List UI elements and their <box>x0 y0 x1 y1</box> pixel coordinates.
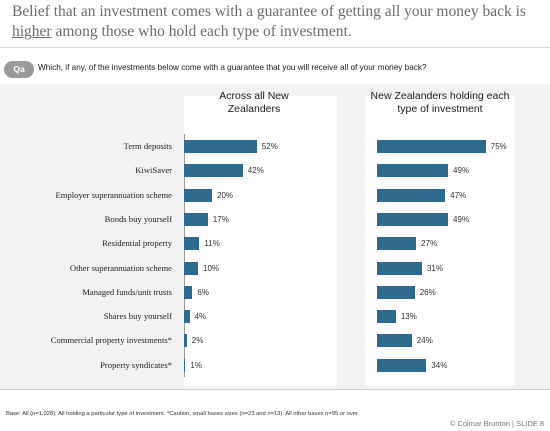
bar-series-2 <box>377 237 417 251</box>
base-note: Base: All (n=1,028); All holding a parti… <box>6 411 360 417</box>
value-label-series-2: 24% <box>416 336 433 346</box>
value-label-series-1: 10% <box>203 263 220 273</box>
bar-series-1 <box>184 310 190 324</box>
category-label: Bonds buy yourself <box>104 213 172 224</box>
bar-series-1 <box>184 334 187 348</box>
value-label-series-1: 11% <box>204 239 220 249</box>
value-label-series-1: 1% <box>190 360 202 370</box>
series-1-header: Across all New Zealanders <box>219 90 289 115</box>
value-label-series-2: 49% <box>453 166 470 176</box>
value-label-series-1: 2% <box>191 336 204 346</box>
category-label: Shares buy yourself <box>103 311 172 322</box>
value-label-series-1: 42% <box>247 166 264 176</box>
bar-series-2 <box>377 334 412 348</box>
slide-title: Belief that an investment comes with a g… <box>12 2 542 42</box>
footer-divider <box>0 389 550 390</box>
value-label-series-1: 52% <box>261 142 278 151</box>
bar-series-1 <box>184 358 186 372</box>
category-label: Term deposits <box>123 141 172 151</box>
category-label: Other superannuation scheme <box>69 262 172 273</box>
value-label-series-2: 26% <box>419 287 436 297</box>
bar-series-1 <box>184 261 198 275</box>
bar-series-2 <box>377 261 422 275</box>
bar-series-2 <box>377 164 449 178</box>
value-label-series-1: 4% <box>194 312 207 322</box>
value-label-series-1: 17% <box>212 214 229 224</box>
bar-series-2 <box>377 285 415 299</box>
question-text: Which, if any, of the investments below … <box>38 63 427 72</box>
series-2-header: New Zealanders holding each type of inve… <box>370 90 510 115</box>
bar-series-2 <box>377 140 486 153</box>
bar-series-2 <box>377 310 396 324</box>
value-label-series-1: 6% <box>197 287 209 297</box>
value-label-series-2: 49% <box>453 214 470 224</box>
value-label-series-2: 13% <box>400 312 417 322</box>
title-underlined-word: higher <box>12 23 52 40</box>
category-label: Commercial property investments* <box>50 335 172 346</box>
slide-brand: © Colmar Brunton | SLIDE 8 <box>449 419 544 428</box>
bar-series-1 <box>184 285 193 299</box>
category-label: Employer superannuation scheme <box>55 189 172 200</box>
value-label-series-2: 75% <box>490 142 507 151</box>
bar-series-2 <box>377 358 427 372</box>
question-row: Qa Which, if any, of the investments bel… <box>0 59 550 79</box>
bar-series-1 <box>184 164 243 178</box>
category-label: Residential property <box>102 238 172 249</box>
value-label-series-2: 47% <box>450 190 467 200</box>
title-part-2: among those who hold each type of invest… <box>51 23 352 40</box>
chart-panel: Across all New Zealanders New Zealanders… <box>0 84 550 389</box>
category-label: KiwiSaver <box>135 165 172 176</box>
question-badge: Qa <box>4 61 34 78</box>
bar-series-2 <box>377 188 446 202</box>
bar-series-1 <box>184 188 212 202</box>
title-divider <box>0 47 550 48</box>
bar-series-2 <box>377 212 449 226</box>
value-label-series-2: 34% <box>431 360 448 370</box>
bar-series-1 <box>184 140 257 153</box>
value-label-series-2: 31% <box>426 263 443 273</box>
title-part-1: Belief that an investment comes with a g… <box>12 3 526 20</box>
bar-series-1 <box>184 212 208 226</box>
series-1-axis-line <box>184 134 185 377</box>
category-label: Property syndicates* <box>100 359 172 370</box>
value-label-series-2: 27% <box>421 239 438 249</box>
category-label: Managed funds/unit trusts <box>82 286 172 297</box>
bar-series-1 <box>184 237 200 251</box>
value-label-series-1: 20% <box>217 190 234 200</box>
